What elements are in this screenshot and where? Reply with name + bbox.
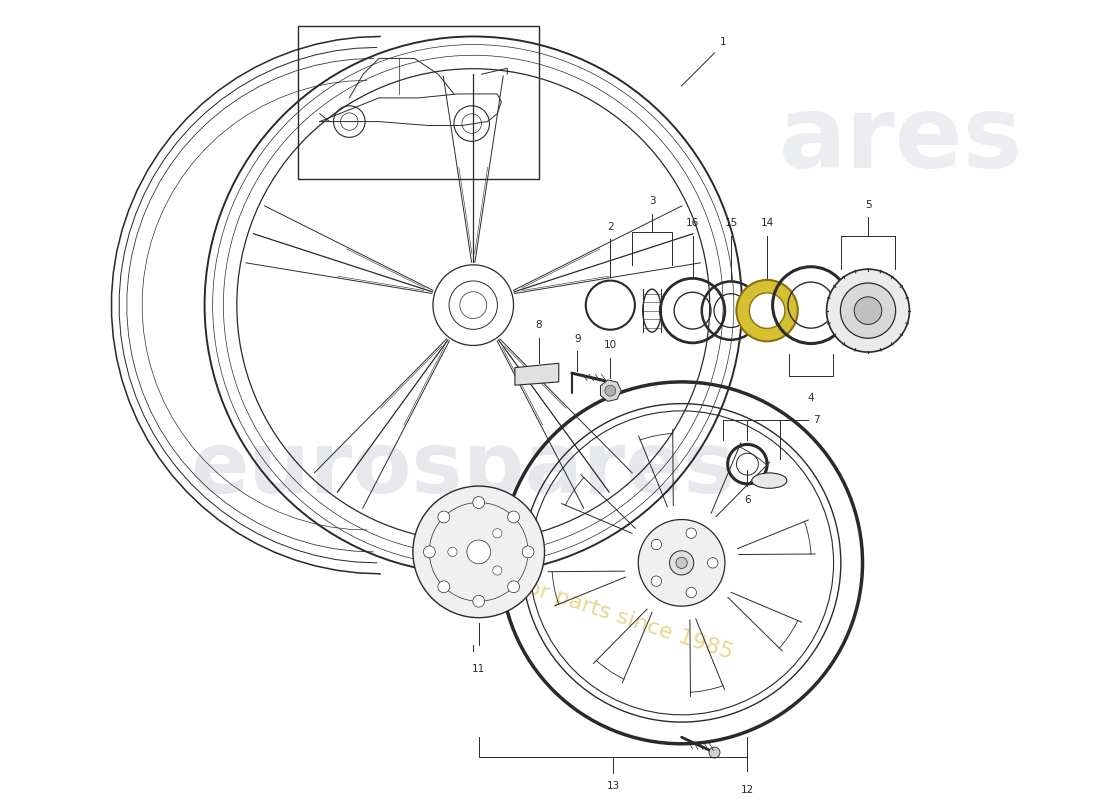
Circle shape	[508, 581, 519, 593]
Bar	[298, 26, 539, 179]
Circle shape	[493, 566, 502, 575]
Text: ares: ares	[779, 92, 1023, 189]
Circle shape	[493, 529, 502, 538]
Circle shape	[686, 587, 696, 598]
Text: 15: 15	[724, 218, 738, 228]
Circle shape	[670, 550, 694, 575]
Circle shape	[707, 558, 718, 568]
Circle shape	[826, 269, 910, 352]
Text: 1: 1	[720, 38, 727, 47]
Text: 6: 6	[744, 495, 750, 505]
Circle shape	[412, 486, 544, 618]
Ellipse shape	[751, 473, 786, 488]
Circle shape	[686, 528, 696, 538]
Circle shape	[424, 546, 436, 558]
Text: a passion for parts since 1985: a passion for parts since 1985	[408, 540, 735, 662]
Text: 10: 10	[604, 340, 617, 350]
Polygon shape	[515, 363, 559, 385]
Circle shape	[473, 595, 485, 607]
Circle shape	[710, 747, 720, 758]
Circle shape	[448, 547, 456, 557]
Text: 8: 8	[536, 320, 542, 330]
Text: 11: 11	[472, 664, 485, 674]
Circle shape	[651, 539, 661, 550]
Text: eurospares: eurospares	[190, 428, 735, 511]
Circle shape	[749, 293, 785, 329]
Text: 9: 9	[574, 334, 581, 343]
Circle shape	[676, 558, 688, 569]
Text: 13: 13	[606, 781, 619, 791]
Circle shape	[840, 283, 895, 338]
Text: 5: 5	[865, 200, 871, 210]
Text: 16: 16	[686, 218, 700, 228]
Circle shape	[736, 280, 798, 342]
Text: 7: 7	[813, 415, 820, 426]
Polygon shape	[601, 380, 621, 402]
Circle shape	[438, 511, 450, 523]
Text: 3: 3	[649, 197, 656, 206]
Circle shape	[638, 519, 725, 606]
Circle shape	[605, 385, 616, 396]
Circle shape	[651, 576, 661, 586]
Circle shape	[473, 497, 485, 509]
Circle shape	[855, 297, 882, 325]
Circle shape	[466, 540, 491, 564]
Circle shape	[438, 581, 450, 593]
Circle shape	[522, 546, 534, 558]
Text: 4: 4	[807, 393, 814, 403]
Text: 12: 12	[740, 786, 754, 795]
Text: 2: 2	[607, 222, 614, 232]
Circle shape	[508, 511, 519, 523]
Text: 14: 14	[760, 218, 773, 228]
